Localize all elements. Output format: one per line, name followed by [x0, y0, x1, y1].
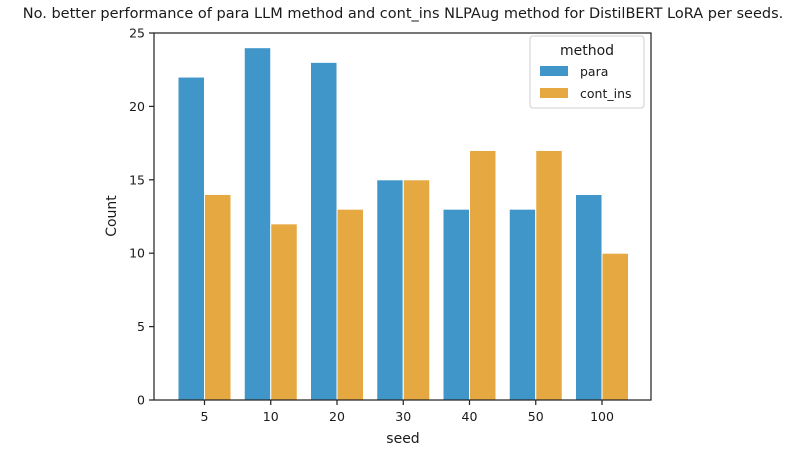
- chart-title: No. better performance of para LLM metho…: [23, 6, 783, 22]
- plot-frame: [153, 32, 652, 401]
- x-tick-label-10: 10: [263, 409, 279, 424]
- bar-para-10: [243, 47, 272, 401]
- legend: method para cont_ins: [529, 35, 645, 109]
- bar-para-100: [575, 193, 603, 401]
- bar-cont-ins-100: [601, 252, 629, 401]
- x-tick-label-50: 50: [528, 409, 544, 424]
- y-tick-label: 20: [129, 99, 145, 114]
- x-tick-label-100: 100: [590, 409, 614, 424]
- legend-label-para: para: [580, 64, 608, 79]
- y-axis-label: Count: [104, 195, 120, 237]
- y-tick-label: 0: [137, 393, 145, 408]
- bar-para-5: [177, 76, 205, 401]
- bar-para-50: [508, 208, 537, 401]
- legend-swatch-para: [540, 66, 568, 76]
- x-tick-label-20: 20: [329, 409, 345, 424]
- legend-label-cont-ins: cont_ins: [580, 86, 632, 101]
- bar-cont-ins-10: [270, 223, 298, 401]
- bar-para-40: [442, 208, 470, 401]
- y-tick-label: 15: [129, 172, 145, 187]
- bar-para-20: [310, 61, 338, 401]
- x-tick-label-30: 30: [395, 409, 411, 424]
- y-tick-label: 5: [137, 319, 145, 334]
- y-axis-ticks: 0 5 10 15 20 25: [129, 26, 154, 408]
- bar-cont-ins-40: [469, 149, 497, 401]
- bar-cont-ins-50: [535, 149, 563, 401]
- legend-swatch-cont-ins: [540, 88, 568, 98]
- y-tick-label: 10: [129, 246, 145, 261]
- bar-cont-ins-20: [336, 208, 364, 401]
- y-tick-label: 25: [129, 26, 145, 41]
- bars-group: [177, 47, 629, 401]
- x-axis-label: seed: [386, 431, 419, 447]
- legend-title: method: [560, 43, 614, 59]
- x-tick-label-40: 40: [462, 409, 478, 424]
- bar-para-30: [376, 179, 404, 401]
- x-axis-ticks: 5 10 20 30 40 50 100: [201, 400, 614, 424]
- bar-cont-ins-5: [204, 193, 232, 401]
- bar-cont-ins-30: [402, 179, 431, 401]
- x-tick-label-5: 5: [201, 409, 209, 424]
